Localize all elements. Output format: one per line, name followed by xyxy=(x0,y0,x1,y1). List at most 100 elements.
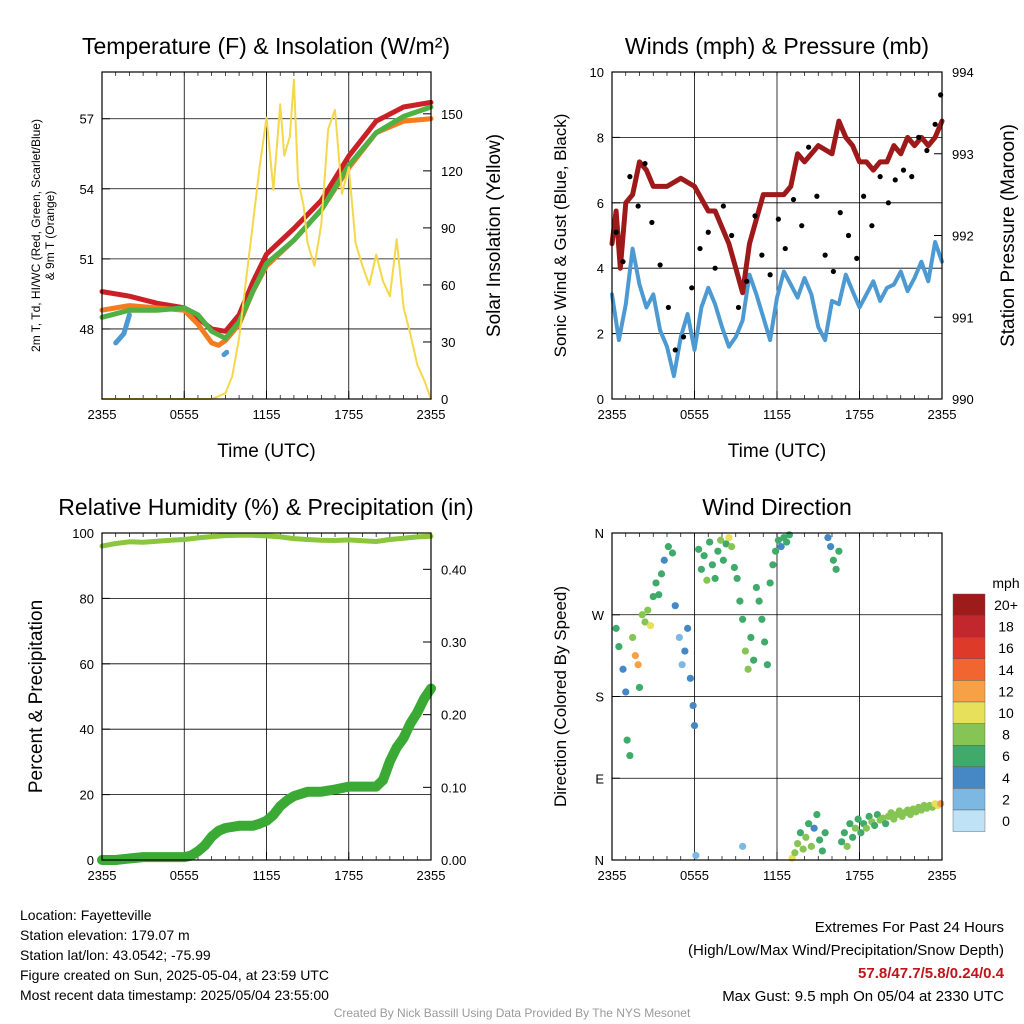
gust-point xyxy=(924,147,930,154)
legend-label: 0 xyxy=(1002,813,1010,829)
direction-point xyxy=(827,543,835,551)
x-tick-label: 1155 xyxy=(763,407,791,422)
y-tick-label: 48 xyxy=(80,322,94,337)
direction-point xyxy=(829,556,837,564)
direction-point xyxy=(730,563,738,572)
legend-swatch xyxy=(952,658,986,681)
direction-point xyxy=(728,543,736,551)
direction-point xyxy=(835,547,843,555)
direction-point xyxy=(660,556,668,564)
direction-point xyxy=(799,845,807,853)
legend-swatch xyxy=(952,723,986,746)
x-tick-label: 2355 xyxy=(598,868,627,883)
temperature-chart: 2355 0555 1155 1755 2355 48 51 54 57 0 30 60 90 120 15… xyxy=(29,33,505,462)
direction-point xyxy=(655,591,663,599)
gust-point xyxy=(782,245,788,252)
direction-point xyxy=(733,574,741,583)
direction-point xyxy=(838,838,846,846)
x-tick-label: 2355 xyxy=(928,868,957,883)
x-axis-label: Time (UTC) xyxy=(728,441,827,462)
y-tick-label: N xyxy=(595,853,604,868)
direction-point xyxy=(739,615,747,623)
y2-tick-label: 0.00 xyxy=(441,853,466,868)
x-tick-label: 2355 xyxy=(598,407,627,422)
gust-point xyxy=(680,334,687,340)
elevation-text: Station elevation: 179.07 m xyxy=(20,927,190,943)
legend-title: mph xyxy=(992,575,1019,591)
y2-axis-label: Station Pressure (Maroon) xyxy=(998,124,1019,347)
gust-point xyxy=(909,174,915,180)
y-tick-label: 20 xyxy=(80,788,94,803)
direction-point xyxy=(854,815,862,823)
direction-point xyxy=(652,579,660,587)
chart-title: Winds (mph) & Pressure (mb) xyxy=(625,33,929,59)
gust-point xyxy=(627,174,633,180)
y-tick-label: S xyxy=(595,690,604,705)
direction-point xyxy=(641,618,649,626)
gust-point xyxy=(720,203,726,209)
direction-point xyxy=(824,533,832,542)
x-tick-label: 0555 xyxy=(170,407,199,422)
plot-frame xyxy=(101,71,432,400)
direction-point xyxy=(706,538,714,546)
chart-title: Relative Humidity (%) & Precipitation (i… xyxy=(58,494,473,520)
direction-point xyxy=(840,829,848,837)
legend-swatch xyxy=(952,701,986,724)
direction-point xyxy=(744,665,752,673)
y-axis-label: Percent & Precipitation xyxy=(26,600,47,793)
y-tick-label: W xyxy=(592,608,605,623)
gust-point xyxy=(689,285,695,291)
direction-point xyxy=(813,810,821,819)
chart-title: Wind Direction xyxy=(702,494,852,520)
x-tick-label: 1155 xyxy=(763,868,791,883)
y-tick-label: 0 xyxy=(597,392,604,407)
gust-point xyxy=(759,252,765,258)
y2-tick-label: 991 xyxy=(952,310,974,325)
y2-tick-label: 150 xyxy=(441,107,463,122)
legend-swatch xyxy=(952,680,986,703)
x-tick-label: 2355 xyxy=(417,407,446,422)
y2-tick-label: 992 xyxy=(952,229,974,244)
direction-point xyxy=(700,552,708,560)
x-tick-label: 2355 xyxy=(417,868,446,883)
y-tick-label: 4 xyxy=(597,261,604,276)
y-tick-label: 0 xyxy=(87,853,94,868)
series-line xyxy=(97,683,436,865)
direction-point xyxy=(783,538,791,546)
legend-swatch xyxy=(952,615,986,638)
legend-swatch xyxy=(952,766,986,789)
direction-point xyxy=(895,807,903,815)
direction-point xyxy=(766,579,774,587)
direction-point xyxy=(785,531,793,539)
direction-point xyxy=(755,597,763,605)
y2-axis-label: Solar Insolation (Yellow) xyxy=(484,134,505,337)
legend-label: 12 xyxy=(998,683,1014,699)
series-line xyxy=(113,312,132,346)
y-tick-label: 54 xyxy=(80,182,94,197)
x-tick-label: 1155 xyxy=(253,407,281,422)
direction-point xyxy=(708,561,716,569)
gust-point xyxy=(729,232,735,239)
gust-point xyxy=(822,252,828,258)
gust-point xyxy=(932,121,938,127)
legend-label: 2 xyxy=(1002,791,1010,807)
direction-point xyxy=(646,622,655,630)
series-line xyxy=(101,78,432,400)
y-tick-label: 6 xyxy=(597,196,604,211)
direction-point xyxy=(612,624,620,632)
y-tick-label: 57 xyxy=(80,112,94,127)
direction-point xyxy=(791,849,799,857)
direction-point xyxy=(675,633,683,642)
legend-label: 8 xyxy=(1002,727,1010,743)
direction-point xyxy=(711,574,719,583)
series-line xyxy=(609,118,945,296)
y-tick-label: 51 xyxy=(80,252,94,267)
max-gust-text: Max Gust: 9.5 mph On 05/04 at 2330 UTC xyxy=(722,988,1004,1005)
direction-point xyxy=(684,624,692,632)
series-line xyxy=(99,99,434,334)
y-tick-label: 100 xyxy=(72,526,94,541)
direction-point xyxy=(774,536,782,544)
direction-point xyxy=(717,536,725,544)
direction-point xyxy=(851,824,859,832)
gust-point xyxy=(775,216,781,222)
